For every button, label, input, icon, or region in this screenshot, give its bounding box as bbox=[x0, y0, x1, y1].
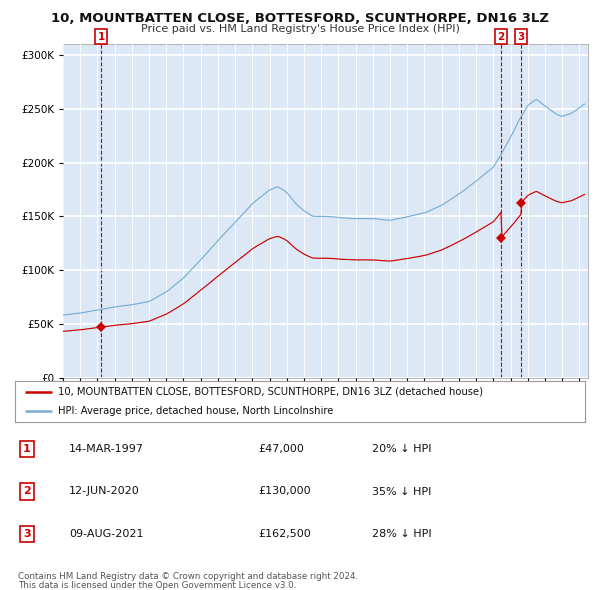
Text: 10, MOUNTBATTEN CLOSE, BOTTESFORD, SCUNTHORPE, DN16 3LZ (detached house): 10, MOUNTBATTEN CLOSE, BOTTESFORD, SCUNT… bbox=[58, 386, 483, 396]
Text: Contains HM Land Registry data © Crown copyright and database right 2024.: Contains HM Land Registry data © Crown c… bbox=[18, 572, 358, 581]
Text: 1: 1 bbox=[97, 32, 104, 42]
Text: £130,000: £130,000 bbox=[258, 487, 311, 496]
Text: £162,500: £162,500 bbox=[258, 529, 311, 539]
Text: 10, MOUNTBATTEN CLOSE, BOTTESFORD, SCUNTHORPE, DN16 3LZ: 10, MOUNTBATTEN CLOSE, BOTTESFORD, SCUNT… bbox=[51, 12, 549, 25]
Text: HPI: Average price, detached house, North Lincolnshire: HPI: Average price, detached house, Nort… bbox=[58, 406, 333, 416]
Text: 09-AUG-2021: 09-AUG-2021 bbox=[69, 529, 143, 539]
Text: 2: 2 bbox=[497, 32, 505, 42]
Text: 3: 3 bbox=[23, 529, 31, 539]
Text: 1: 1 bbox=[23, 444, 31, 454]
Text: £47,000: £47,000 bbox=[258, 444, 304, 454]
Text: Price paid vs. HM Land Registry's House Price Index (HPI): Price paid vs. HM Land Registry's House … bbox=[140, 24, 460, 34]
Text: 28% ↓ HPI: 28% ↓ HPI bbox=[372, 529, 431, 539]
Text: 35% ↓ HPI: 35% ↓ HPI bbox=[372, 487, 431, 496]
Text: This data is licensed under the Open Government Licence v3.0.: This data is licensed under the Open Gov… bbox=[18, 581, 296, 590]
Text: 12-JUN-2020: 12-JUN-2020 bbox=[69, 487, 140, 496]
Text: 3: 3 bbox=[518, 32, 525, 42]
Text: 14-MAR-1997: 14-MAR-1997 bbox=[69, 444, 144, 454]
Text: 20% ↓ HPI: 20% ↓ HPI bbox=[372, 444, 431, 454]
Text: 2: 2 bbox=[23, 487, 31, 496]
